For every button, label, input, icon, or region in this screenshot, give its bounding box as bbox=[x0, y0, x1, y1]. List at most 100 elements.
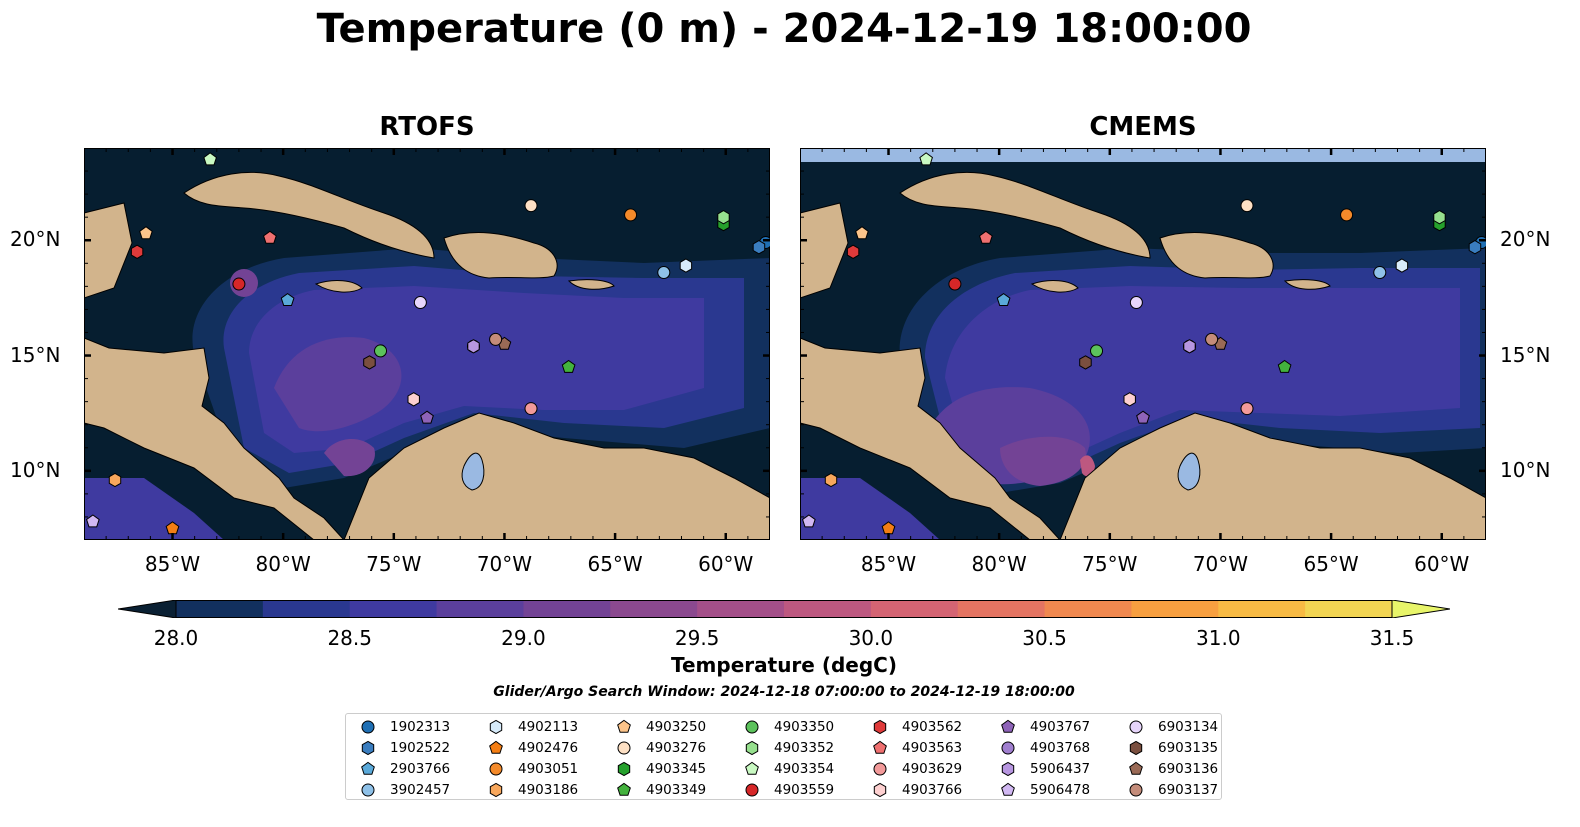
rtofs-markers bbox=[86, 152, 770, 535]
colorbar-tick-label: 29.5 bbox=[674, 626, 720, 650]
float-marker-4903562[interactable] bbox=[130, 244, 144, 259]
cmems-map[interactable] bbox=[800, 148, 1486, 540]
legend-item: 4903345 bbox=[614, 759, 706, 779]
float-legend: 1902313 1902522 2903766 3902457 4902113 49024… bbox=[345, 713, 1222, 800]
circle-marker-icon bbox=[745, 720, 759, 734]
temperature-colorbar bbox=[118, 600, 1450, 618]
hexagon-marker-icon bbox=[1001, 761, 1015, 777]
float-marker-2903766[interactable] bbox=[996, 292, 1011, 306]
float-marker-4903562[interactable] bbox=[846, 244, 860, 259]
colorbar-tick-label: 28.0 bbox=[153, 626, 199, 650]
float-marker-4903250[interactable] bbox=[855, 226, 869, 240]
float-marker-4903352[interactable] bbox=[717, 210, 730, 225]
float-marker-4903349[interactable] bbox=[1277, 359, 1292, 373]
float-marker-4903349[interactable] bbox=[561, 359, 576, 373]
colorbar-title: Temperature (degC) bbox=[671, 653, 897, 677]
float-marker-4903276[interactable] bbox=[1240, 199, 1254, 213]
float-marker-3902457[interactable] bbox=[1373, 266, 1387, 280]
float-marker-6903134[interactable] bbox=[1129, 295, 1143, 309]
float-marker-4903051[interactable] bbox=[1340, 208, 1354, 222]
land-jamaica bbox=[314, 280, 363, 293]
float-marker-6903137[interactable] bbox=[1205, 332, 1219, 346]
float-marker-4903766[interactable] bbox=[1123, 392, 1136, 407]
pentagon-marker-icon bbox=[361, 761, 375, 775]
float-marker-4903250[interactable] bbox=[139, 226, 153, 240]
legend-label: 4903768 bbox=[1030, 740, 1091, 756]
float-marker-4903051[interactable] bbox=[624, 208, 638, 222]
float-marker-4902113[interactable] bbox=[679, 258, 693, 273]
float-marker-4903350[interactable] bbox=[374, 344, 388, 358]
hexagon-marker-icon bbox=[617, 761, 631, 777]
lon-tick-label: 75°W bbox=[1082, 552, 1138, 576]
colorbar-tick-label: 30.0 bbox=[848, 626, 894, 650]
legend-label: 1902313 bbox=[390, 719, 451, 735]
float-marker-6903135[interactable] bbox=[363, 355, 376, 370]
legend-label: 1902522 bbox=[390, 740, 451, 756]
float-marker-4903186[interactable] bbox=[108, 472, 122, 488]
legend-item: 4903559 bbox=[742, 780, 834, 800]
float-marker-4903559[interactable] bbox=[948, 277, 962, 291]
float-marker-4903563[interactable] bbox=[979, 230, 993, 244]
lon-tick-label: 85°W bbox=[144, 552, 201, 576]
float-marker-4903767[interactable] bbox=[1136, 410, 1150, 424]
float-marker-4903354[interactable] bbox=[203, 152, 217, 166]
land-south-america bbox=[1059, 412, 1486, 540]
float-marker-5906478[interactable] bbox=[86, 514, 100, 528]
float-marker-6903135[interactable] bbox=[1079, 355, 1092, 370]
float-marker-5906478[interactable] bbox=[802, 514, 816, 528]
rtofs-panel-title: RTOFS bbox=[379, 112, 475, 142]
lake-maracaibo bbox=[461, 452, 485, 491]
float-marker-1902522[interactable] bbox=[1468, 240, 1482, 255]
legend-label: 4903345 bbox=[646, 761, 707, 777]
figure-title: Temperature (0 m) - 2024-12-19 18:00:00 bbox=[316, 6, 1252, 52]
float-marker-1902522[interactable] bbox=[752, 240, 766, 255]
legend-item: 4903768 bbox=[998, 738, 1090, 758]
float-marker-4902113[interactable] bbox=[1395, 258, 1409, 273]
float-marker-4903766[interactable] bbox=[407, 392, 420, 407]
legend-item: 4903350 bbox=[742, 717, 834, 737]
float-marker-3902457[interactable] bbox=[657, 266, 671, 280]
legend-label: 4902476 bbox=[518, 740, 579, 756]
legend-item: 4903051 bbox=[486, 759, 578, 779]
legend-label: 4903276 bbox=[646, 740, 707, 756]
float-marker-2903766[interactable] bbox=[280, 292, 295, 306]
rtofs-map[interactable] bbox=[84, 148, 770, 540]
legend-label: 6903135 bbox=[1158, 740, 1219, 756]
temperature-field-29-5 bbox=[324, 438, 375, 477]
float-marker-4903767[interactable] bbox=[420, 410, 434, 424]
float-marker-5906437[interactable] bbox=[1183, 339, 1196, 354]
float-marker-5906437[interactable] bbox=[467, 339, 480, 354]
hexagon-marker-icon bbox=[873, 782, 887, 798]
land-central-america bbox=[800, 337, 1061, 540]
legend-item: 2903766 bbox=[358, 759, 450, 779]
missing-data-band bbox=[800, 148, 1486, 162]
colorbar-tick-label: 29.0 bbox=[501, 626, 546, 650]
cmems-ticks bbox=[800, 148, 1486, 540]
hexagon-marker-icon bbox=[873, 719, 887, 735]
legend-label: 4903350 bbox=[774, 719, 835, 735]
circle-marker-icon bbox=[361, 783, 375, 797]
float-marker-4903352[interactable] bbox=[1433, 210, 1446, 225]
hexagon-marker-icon bbox=[489, 719, 503, 735]
pentagon-marker-icon bbox=[873, 740, 887, 754]
hexagon-marker-icon bbox=[489, 782, 503, 798]
float-marker-4903629[interactable] bbox=[1240, 402, 1254, 416]
rtofs-ticks bbox=[84, 148, 770, 540]
colorbar-segment bbox=[1131, 600, 1219, 618]
legend-item: 4903276 bbox=[614, 738, 706, 758]
legend-label: 2903766 bbox=[390, 761, 451, 777]
float-marker-4903186[interactable] bbox=[824, 472, 838, 488]
float-marker-4903350[interactable] bbox=[1090, 344, 1104, 358]
legend-label: 4903186 bbox=[518, 782, 579, 798]
colorbar-segment bbox=[349, 600, 438, 618]
float-marker-4903276[interactable] bbox=[524, 199, 538, 213]
float-marker-6903134[interactable] bbox=[413, 295, 427, 309]
float-marker-4903629[interactable] bbox=[524, 402, 538, 416]
float-marker-6903137[interactable] bbox=[489, 332, 503, 346]
float-marker-4903563[interactable] bbox=[263, 230, 277, 244]
float-marker-4903354[interactable] bbox=[919, 152, 933, 166]
colorbar-segment bbox=[523, 600, 611, 618]
land-cuba bbox=[183, 171, 435, 259]
circle-marker-icon bbox=[1001, 741, 1015, 755]
float-marker-4903559[interactable] bbox=[232, 277, 246, 291]
